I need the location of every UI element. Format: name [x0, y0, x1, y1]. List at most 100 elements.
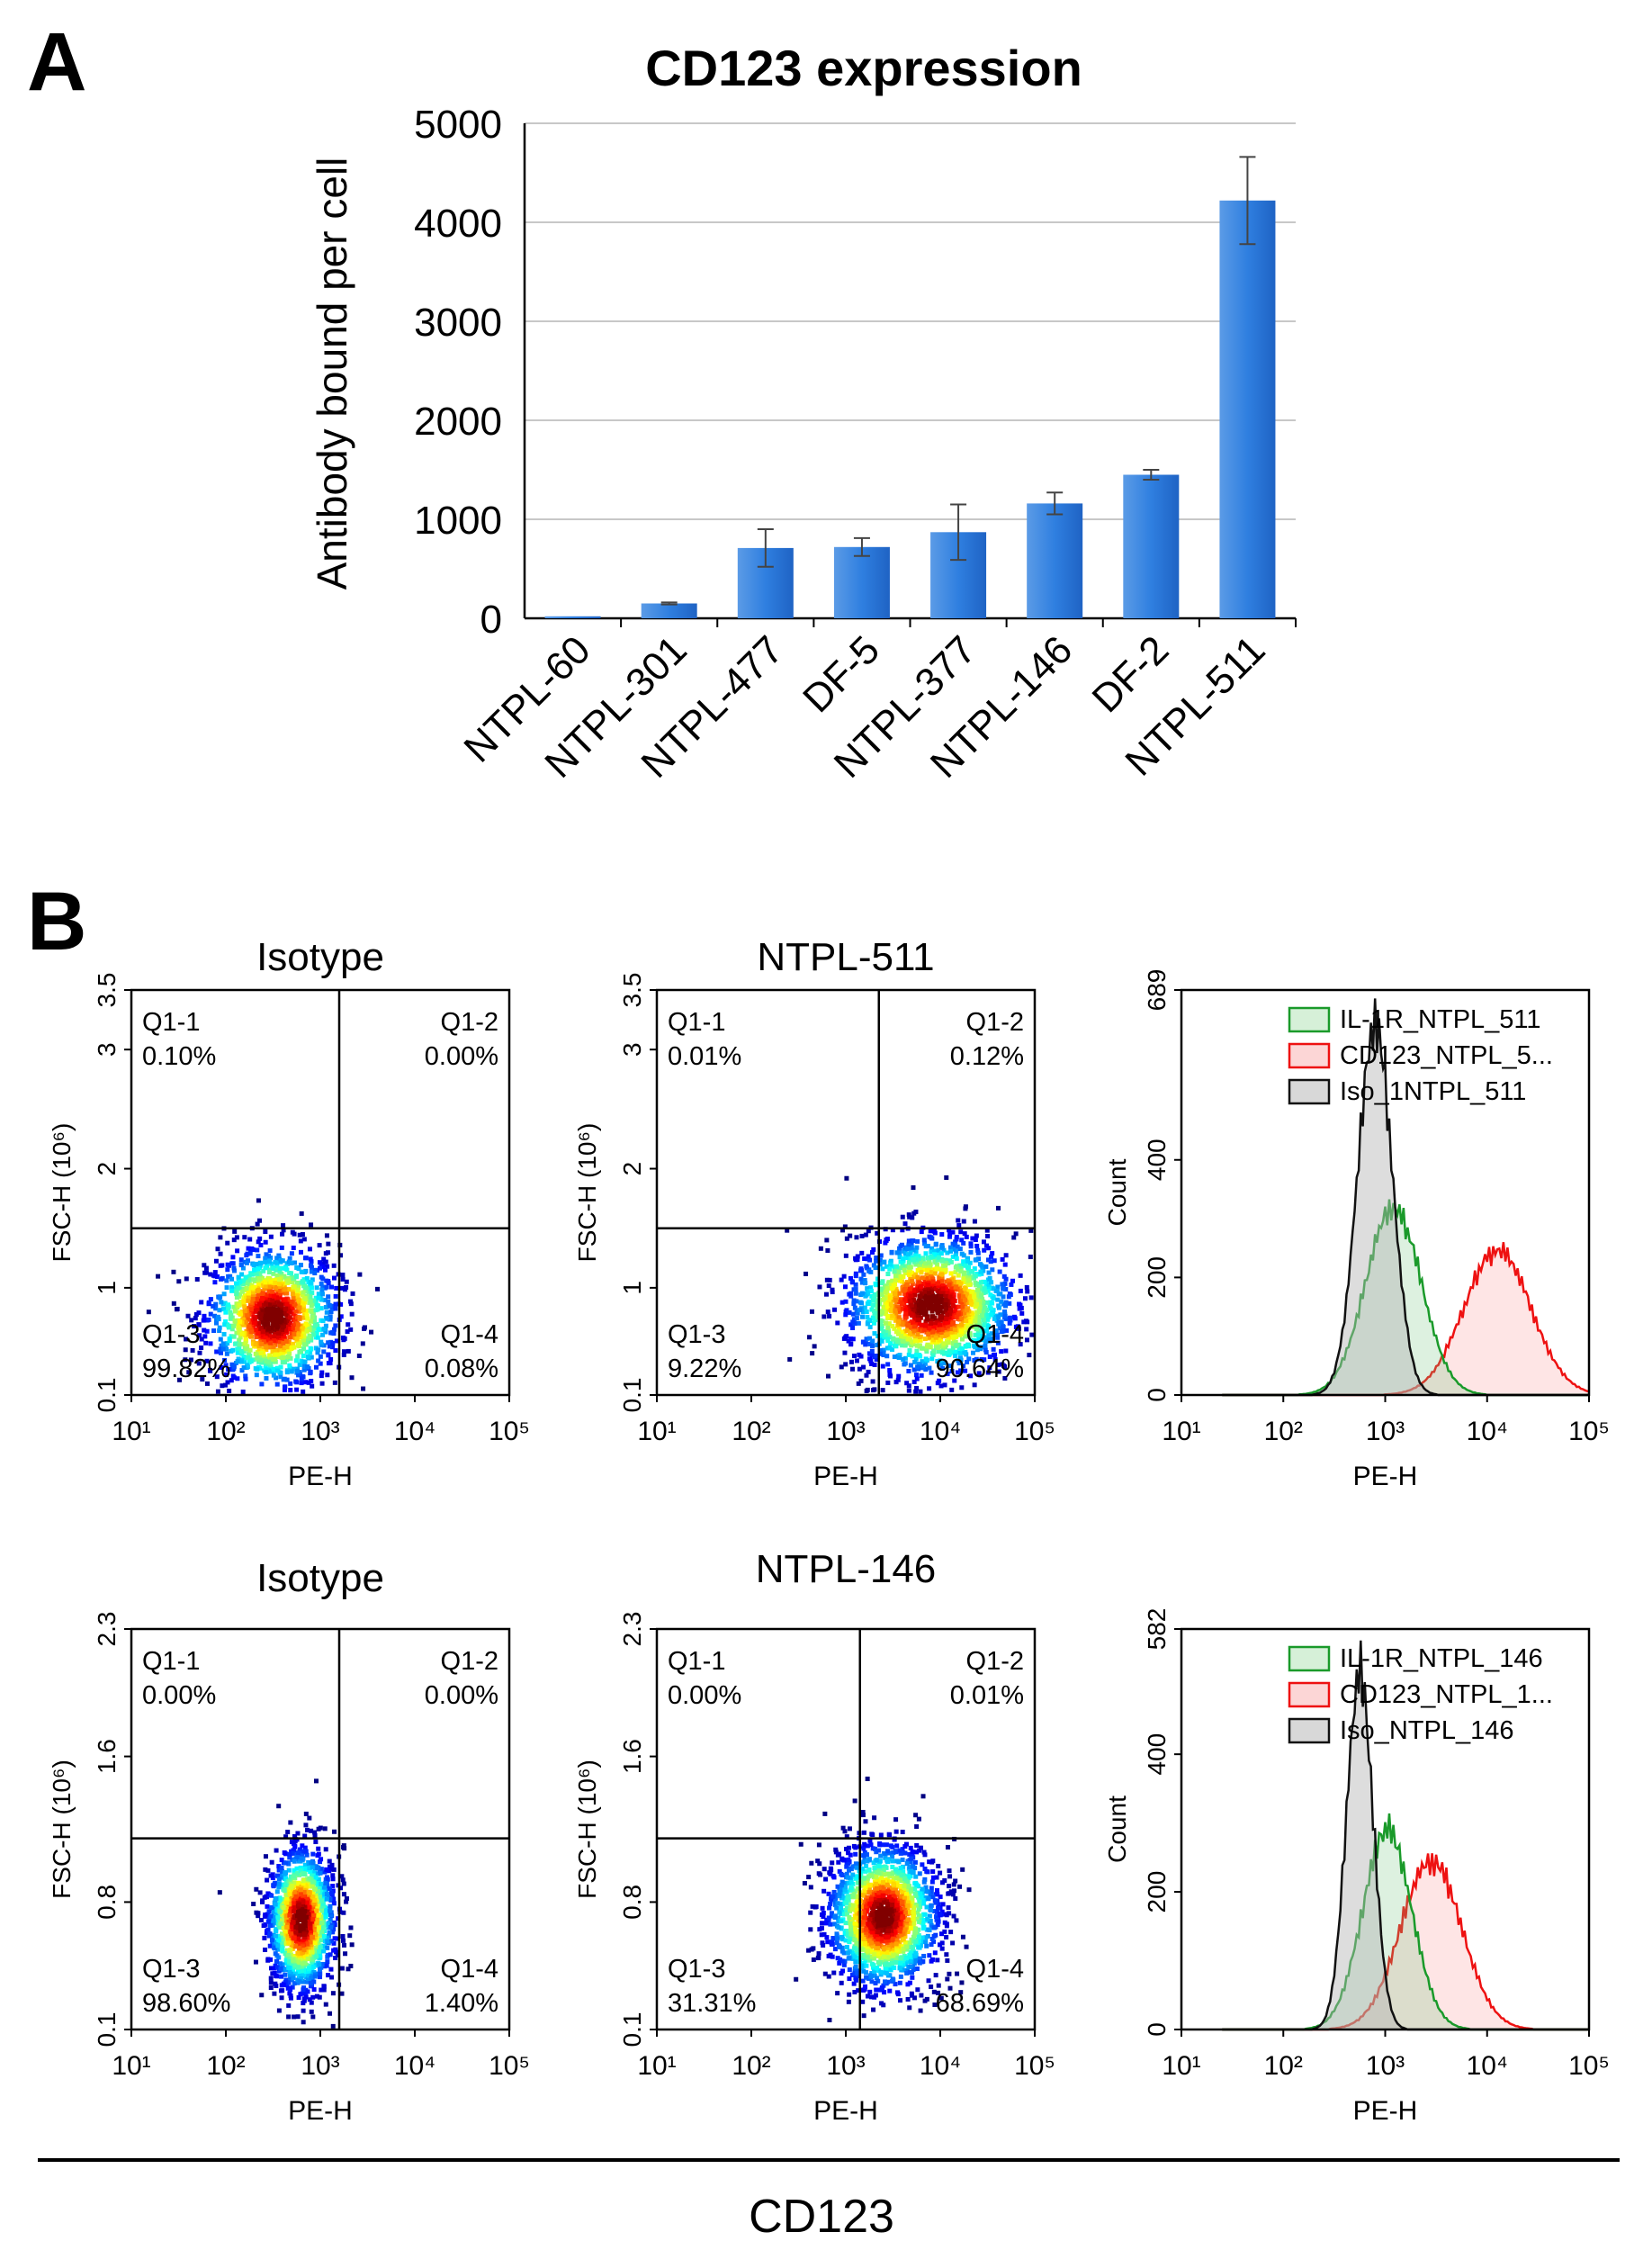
scatter-dot [938, 1931, 944, 1937]
scatter-dot [278, 1935, 283, 1940]
scatter-dot [909, 1245, 914, 1250]
scatter-dot [231, 1323, 237, 1328]
scatter-dot [944, 1293, 949, 1299]
scatter-dot [974, 1310, 980, 1315]
scatter-dot [229, 1327, 235, 1332]
scatter-dot [328, 1917, 333, 1922]
scatter-dot [323, 1304, 328, 1310]
scatter-dot [982, 1320, 987, 1326]
scatter-dot [208, 1341, 213, 1346]
scatter-dot [254, 1271, 259, 1276]
scatter-dot [269, 1893, 274, 1898]
scatter-dot [267, 1248, 273, 1254]
scatter-dot [939, 1314, 945, 1319]
scatter-dot [273, 1260, 278, 1265]
scatter-dot [302, 1862, 308, 1868]
scatter-dot [923, 1310, 929, 1315]
scatter-dot [981, 1302, 986, 1308]
scatter-dot [274, 1284, 279, 1290]
scatter-dot [202, 1328, 207, 1333]
scatter-dot [299, 1376, 304, 1382]
scatter-dot [294, 1326, 300, 1331]
scatter-dot [288, 1896, 293, 1902]
y-tick-label: 2 [93, 1162, 121, 1176]
scatter-dot [966, 1292, 972, 1297]
scatter-dot [330, 1884, 336, 1889]
scatter-dot [254, 1335, 259, 1340]
scatter-dot [300, 1326, 305, 1331]
scatter-dot [222, 1300, 228, 1306]
scatter-dot [300, 1950, 305, 1956]
scatter-dot [214, 1374, 220, 1380]
scatter-dot [901, 1274, 906, 1279]
bar-y-tick-label: 5000 [414, 103, 502, 147]
scatter-dot [310, 1959, 316, 1965]
scatter-dot [268, 1313, 274, 1318]
scatter-dot [900, 1306, 905, 1311]
y-tick-label: 3.5 [93, 973, 121, 1008]
scatter-dot [939, 1278, 945, 1283]
scatter-dot [929, 1249, 934, 1255]
scatter-dot [234, 1295, 239, 1300]
scatter-dot [227, 1367, 232, 1372]
scatter-dot [333, 1956, 338, 1961]
scatter-dot [268, 1234, 274, 1239]
scatter-dot [293, 1274, 299, 1280]
scatter-dot [914, 1300, 920, 1305]
scatter-dot [248, 1246, 254, 1252]
scatter-dot [310, 1314, 315, 1319]
scatter-dot [959, 1385, 965, 1390]
scatter-dot [256, 1198, 261, 1203]
scatter-dot [926, 1260, 931, 1265]
x-tick-label: 10¹ [112, 2051, 150, 2081]
scatter-dot [919, 1229, 924, 1235]
scatter-dot [917, 1335, 922, 1340]
scatter-dot [878, 1320, 884, 1326]
scatter-dot [298, 1909, 303, 1914]
scatter-dot [259, 1341, 265, 1346]
scatter-dot [321, 1343, 327, 1348]
scatter-dot [280, 1306, 285, 1311]
scatter-dot [867, 1931, 873, 1937]
scatter-dot [238, 1300, 243, 1305]
scatter-dot [986, 1324, 992, 1329]
scatter-dot [243, 1319, 248, 1325]
histogram-fill [1222, 1199, 1589, 1395]
scatter-dot [200, 1377, 205, 1382]
scatter-dot [906, 1242, 911, 1247]
scatter-dot [281, 1982, 286, 1987]
scatter-dot [218, 1276, 223, 1282]
scatter-dot [956, 1223, 962, 1228]
scatter-dot [250, 1247, 256, 1253]
scatter-dot [298, 1263, 303, 1268]
scatter-dot [204, 1270, 210, 1275]
scatter-dot [858, 1378, 864, 1383]
scatter-dot [322, 1869, 328, 1875]
scatter-dot [835, 1320, 840, 1326]
scatter-dot [334, 1338, 339, 1344]
scatter-dot [272, 1991, 277, 1996]
scatter-dot [301, 1290, 306, 1295]
scatter-dot [263, 1321, 268, 1327]
scatter-xlabel: PE-H [288, 2096, 353, 2126]
scatter-dot [1012, 1316, 1018, 1321]
scatter-dot [901, 1256, 906, 1262]
scatter-dot [833, 1895, 839, 1901]
scatter-dot [950, 1286, 956, 1292]
scatter-dot [899, 1242, 904, 1247]
scatter-dot [320, 1284, 326, 1290]
scatter-dot [308, 1299, 313, 1304]
scatter-dot [911, 1379, 917, 1384]
scatter-dot [297, 1979, 302, 1984]
scatter-dot [962, 1298, 967, 1303]
scatter-dot [301, 1301, 306, 1307]
scatter-dot [1000, 1362, 1005, 1367]
scatter-dot [875, 1230, 880, 1236]
scatter-dot [208, 1272, 213, 1277]
scatter-dot [1019, 1310, 1025, 1316]
scatter-dot [870, 1298, 875, 1303]
scatter-dot [953, 1330, 958, 1336]
scatter-dot [302, 1295, 308, 1300]
scatter-title: NTPL-146 [756, 1547, 937, 1591]
scatter-dot [936, 1305, 941, 1310]
